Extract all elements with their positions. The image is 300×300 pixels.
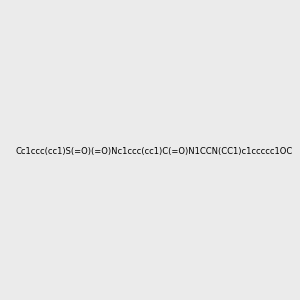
Text: Cc1ccc(cc1)S(=O)(=O)Nc1ccc(cc1)C(=O)N1CCN(CC1)c1ccccc1OC: Cc1ccc(cc1)S(=O)(=O)Nc1ccc(cc1)C(=O)N1CC… — [15, 147, 292, 156]
